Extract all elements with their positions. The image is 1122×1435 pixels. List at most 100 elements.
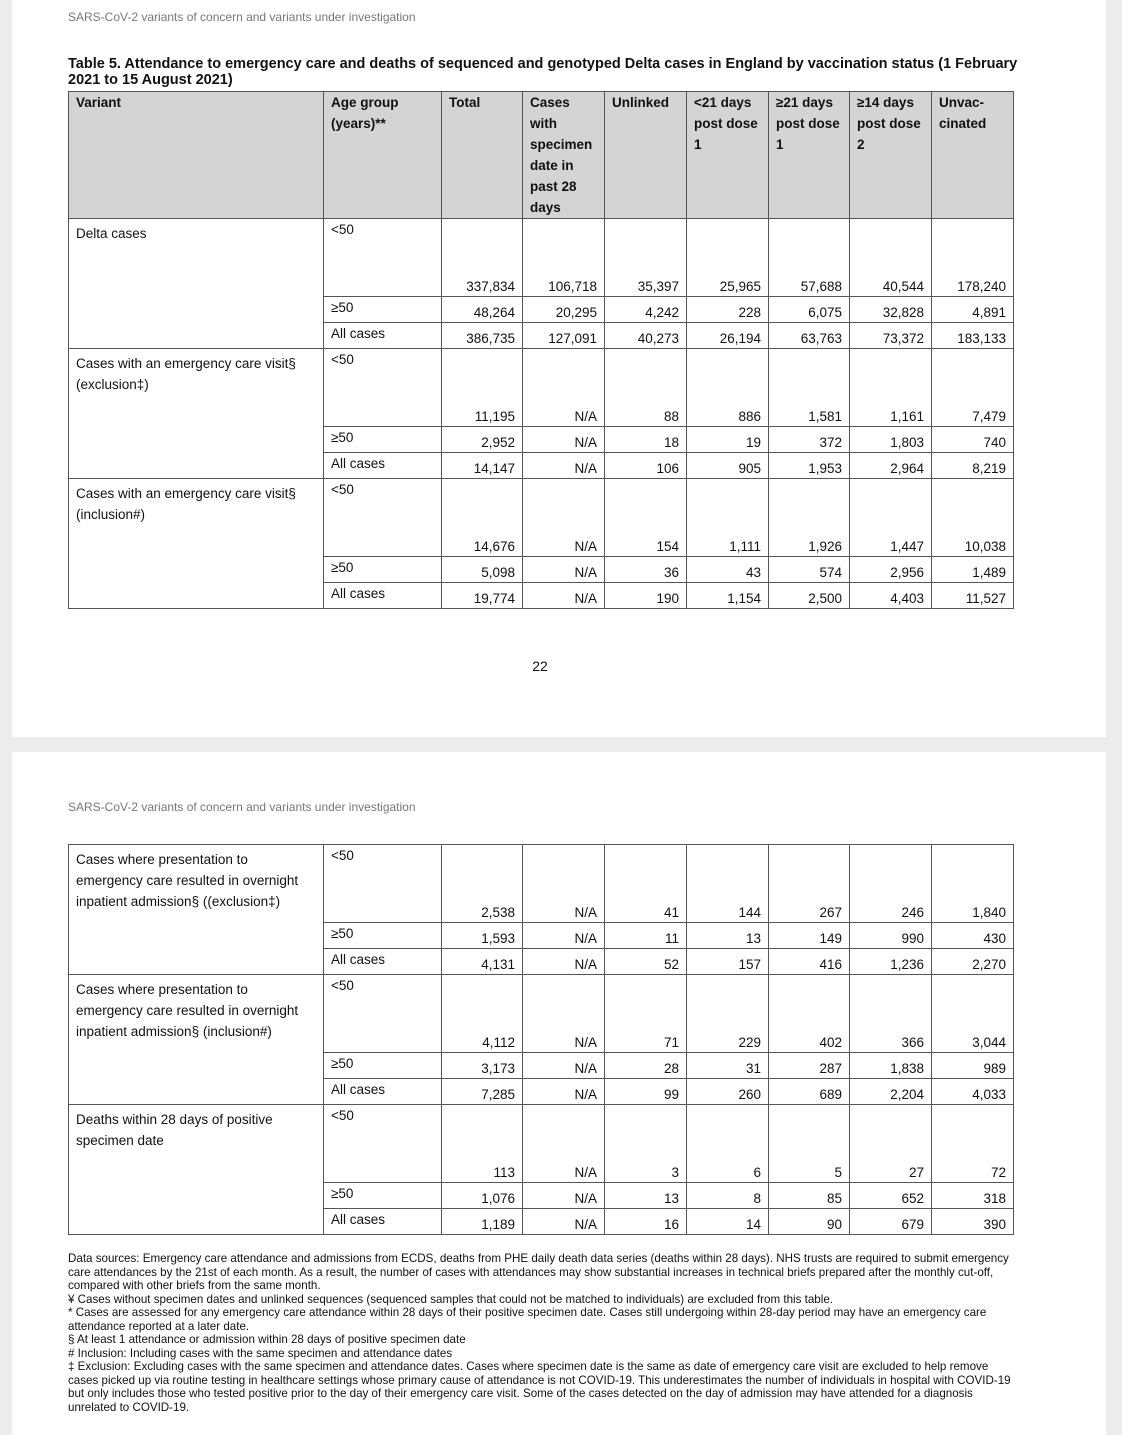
variant-cell: Cases where presentation to emergency ca…	[68, 974, 324, 1105]
age-group-cell: All cases	[323, 322, 442, 349]
column-header: Cases with specimen date in past 28 days	[522, 91, 605, 219]
value-cell: 4,403	[849, 582, 932, 609]
column-header: Age group (years)**	[323, 91, 442, 219]
footnote: ¥ Cases without specimen dates and unlin…	[68, 1292, 833, 1306]
value-cell: 11	[604, 922, 687, 949]
value-cell: N/A	[522, 426, 605, 453]
value-cell: 41	[604, 844, 687, 923]
value-cell: 40,544	[849, 218, 932, 297]
footnote: # Inclusion: Including cases with the sa…	[68, 1346, 453, 1360]
value-cell: 13	[686, 922, 769, 949]
value-cell: 28	[604, 1052, 687, 1079]
table-row: All cases 4,131 N/A 52 157 416 1,236 2,270	[69, 948, 1014, 975]
value-cell: 149	[768, 922, 850, 949]
value-cell: 14	[686, 1208, 769, 1235]
age-group-cell: ≥50	[323, 1182, 442, 1209]
value-cell: 228	[686, 296, 769, 323]
value-cell: 8	[686, 1182, 769, 1209]
table-row: Cases with an emergency care visit§ (inc…	[68, 478, 1014, 609]
value-cell: 2,500	[768, 582, 850, 609]
value-cell: 1,161	[849, 348, 932, 427]
value-cell: 679	[849, 1208, 932, 1235]
value-cell: 35,397	[604, 218, 687, 297]
value-cell: 14,147	[441, 452, 523, 479]
page-2: SARS-CoV-2 variants of concern and varia…	[12, 752, 1106, 1435]
table-row: ≥50 1,076 N/A 13 8 85 652 318	[69, 1182, 1014, 1209]
value-cell: 57,688	[768, 218, 850, 297]
value-cell: 71	[604, 974, 687, 1053]
table: Cases where presentation to emergency ca…	[68, 844, 1014, 1235]
value-cell: 366	[849, 974, 932, 1053]
value-cell: N/A	[522, 348, 605, 427]
value-cell: 386,735	[441, 322, 523, 349]
page-1: SARS-CoV-2 variants of concern and varia…	[12, 0, 1106, 737]
value-cell: 157	[686, 948, 769, 975]
table-row: Deaths within 28 days of positive specim…	[68, 1104, 1014, 1235]
value-cell: N/A	[522, 1182, 605, 1209]
value-cell: 144	[686, 844, 769, 923]
value-cell: 886	[686, 348, 769, 427]
value-cell: 40,273	[604, 322, 687, 349]
age-group-cell: ≥50	[323, 1052, 442, 1079]
age-group-cell: <50	[323, 1104, 442, 1183]
value-cell: N/A	[522, 478, 605, 557]
footnote: Data sources: Emergency care attendance …	[68, 1252, 1009, 1292]
value-cell: 48,264	[441, 296, 523, 323]
age-group-cell: ≥50	[323, 296, 442, 323]
value-cell: 1,236	[849, 948, 932, 975]
table-row: All cases 19,774 N/A 190 1,154 2,500 4,403 11,5…	[69, 582, 1014, 609]
age-group-cell: ≥50	[323, 922, 442, 949]
value-cell: 63,763	[768, 322, 850, 349]
value-cell: N/A	[522, 974, 605, 1053]
age-group-cell: All cases	[323, 1078, 442, 1105]
value-cell: N/A	[522, 948, 605, 975]
value-cell: 1,154	[686, 582, 769, 609]
value-cell: N/A	[522, 1104, 605, 1183]
value-cell: 73,372	[849, 322, 932, 349]
value-cell: 183,133	[931, 322, 1014, 349]
value-cell: 14,676	[441, 478, 523, 557]
value-cell: 267	[768, 844, 850, 923]
column-header: Unvac-cinated	[931, 91, 1014, 219]
table-row: All cases 1,189 N/A 16 14 90 679 390	[69, 1208, 1014, 1235]
page-number: 22	[532, 658, 548, 674]
column-header: Variant	[68, 91, 324, 219]
variant-cell: Cases where presentation to emergency ca…	[68, 844, 324, 975]
table-row: Delta cases <50 337,834 106,718 35,397 25,965…	[68, 218, 1014, 349]
value-cell: 416	[768, 948, 850, 975]
value-cell: 2,956	[849, 556, 932, 583]
value-cell: 16	[604, 1208, 687, 1235]
value-cell: 13	[604, 1182, 687, 1209]
value-cell: 1,189	[441, 1208, 523, 1235]
value-cell: 4,033	[931, 1078, 1014, 1105]
value-cell: 20,295	[522, 296, 605, 323]
value-cell: 689	[768, 1078, 850, 1105]
age-group-cell: All cases	[323, 452, 442, 479]
value-cell: 1,447	[849, 478, 932, 557]
value-cell: 190	[604, 582, 687, 609]
age-group-cell: All cases	[323, 948, 442, 975]
value-cell: 337,834	[441, 218, 523, 297]
value-cell: 1,489	[931, 556, 1014, 583]
variant-cell: Cases with an emergency care visit§ (inc…	[68, 478, 324, 609]
table-row: All cases 386,735 127,091 40,273 26,194 63,76…	[69, 322, 1014, 349]
value-cell: 32,828	[849, 296, 932, 323]
value-cell: 106	[604, 452, 687, 479]
value-cell: 31	[686, 1052, 769, 1079]
value-cell: 2,538	[441, 844, 523, 923]
value-cell: 246	[849, 844, 932, 923]
running-header: SARS-CoV-2 variants of concern and varia…	[68, 800, 416, 814]
table: Variant Age group (years)** Total Cases wit…	[68, 91, 1014, 609]
value-cell: 52	[604, 948, 687, 975]
age-group-cell: <50	[323, 348, 442, 427]
value-cell: 1,593	[441, 922, 523, 949]
column-header: Unlinked	[604, 91, 687, 219]
value-cell: 1,111	[686, 478, 769, 557]
value-cell: 5,098	[441, 556, 523, 583]
value-cell: 25,965	[686, 218, 769, 297]
value-cell: 1,803	[849, 426, 932, 453]
value-cell: 154	[604, 478, 687, 557]
table-row: ≥50 2,952 N/A 18 19 372 1,803 740	[69, 426, 1014, 453]
value-cell: 36	[604, 556, 687, 583]
